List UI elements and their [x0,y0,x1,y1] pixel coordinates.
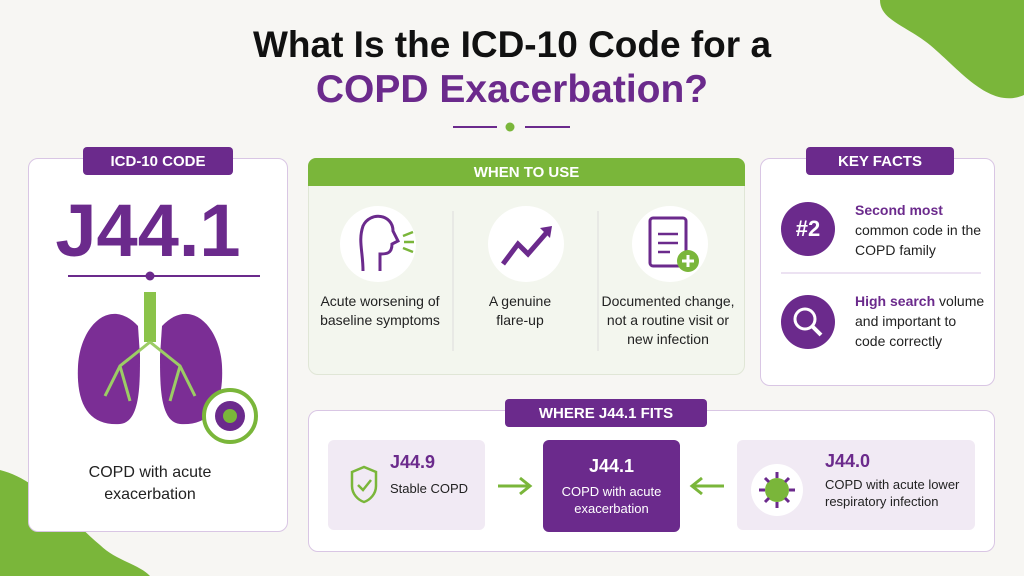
fit-code-id: J44.0 [825,451,871,471]
fact: Second most common code in the COPD fami… [855,200,990,260]
fit-code-label: COPD with acute exacerbation [561,483,662,516]
fit-code-label: COPD with acute lower respiratory infect… [825,477,960,509]
fit-code-current: J44.1 COPD with acute exacerbation [543,440,680,532]
code-card [28,158,288,532]
fact-text: volume and important to code correctly [855,293,985,349]
fact-badge: #2 [781,202,835,256]
code: J44.1 [55,189,241,272]
fact: High search volume and important to code… [855,291,990,351]
facts-decor [781,272,981,349]
code-caption: COPD with acute exacerbation [88,464,212,503]
fits-title: WHERE J44.1 FITS [505,399,707,427]
fit-code: J44.9 Stable COPD [390,452,468,496]
lungs-icon [68,271,260,444]
fits-decor [328,440,975,530]
badge: ICD-10 CODE [83,147,233,175]
fit-code: J44.0 COPD with acute lower respiratory i… [825,451,965,510]
when-icons [340,206,708,351]
when-item: Acute worsening of baseline symptoms [320,293,440,328]
fact-text: common code in the COPD family [855,222,982,258]
fact-highlight: High search [855,293,936,309]
title-line1: What Is the ICD-10 Code for a [252,24,772,65]
fact-highlight: Second most [855,202,943,218]
when-item: Documented change, not a routine visit o… [601,293,735,347]
fit-code-label: Stable COPD [390,481,469,496]
when-title: WHEN TO USE [308,158,745,186]
fit-code-id: J44.1 [588,455,635,476]
fit-code-id: J44.9 [390,452,436,472]
title-line2: COPD Exacerbation? [315,68,709,111]
facts-title: KEY FACTS [806,147,954,175]
when-item: A genuine flare-up [488,293,552,328]
